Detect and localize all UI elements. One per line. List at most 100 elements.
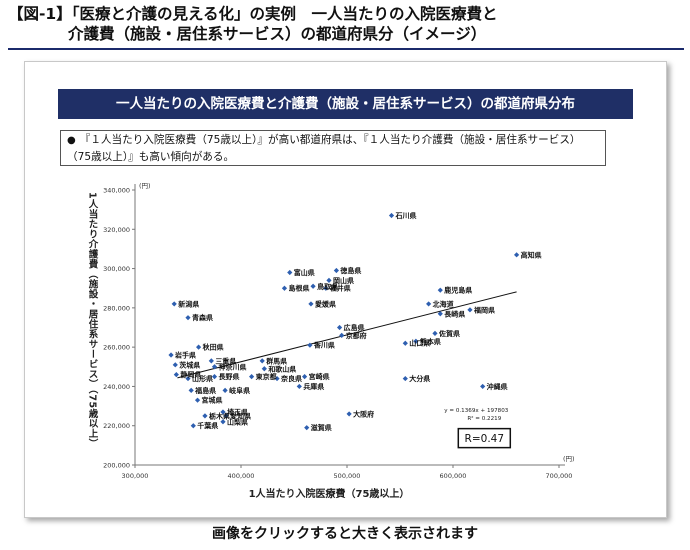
y-tick-label: 320,000: [103, 226, 130, 234]
data-point-label: 千葉県: [197, 421, 218, 430]
data-point: [168, 352, 174, 358]
data-point-label: 新潟県: [178, 299, 199, 308]
data-point: [480, 383, 486, 390]
data-point: [194, 397, 201, 403]
data-point: [261, 366, 267, 372]
data-point-label: 三重県: [215, 356, 236, 365]
data-point: [514, 252, 520, 258]
data-point-label: 栃木県: [209, 411, 230, 420]
data-point: [402, 375, 408, 382]
data-point-label: 兵庫県: [303, 382, 324, 391]
y-unit-label: (円): [139, 182, 151, 190]
data-point: [304, 425, 310, 431]
x-unit-label: (円): [563, 455, 575, 463]
data-point-label: 青森県: [192, 313, 213, 322]
data-point-label: 宮城県: [202, 396, 223, 405]
y-tick-label: 280,000: [103, 304, 130, 312]
x-tick-label: 700,000: [546, 472, 573, 480]
data-point: [310, 283, 316, 289]
data-point-label: 滋賀県: [311, 423, 332, 432]
data-point: [287, 269, 293, 276]
enlarge-caption[interactable]: 画像をクリックすると大きく表示されます: [212, 526, 478, 542]
data-point: [402, 340, 408, 346]
data-point: [437, 311, 443, 317]
data-point-label: 富山県: [294, 268, 315, 277]
data-point-label: 神奈川県: [219, 362, 247, 371]
data-point: [220, 419, 226, 425]
x-tick-label: 600,000: [440, 472, 467, 480]
data-point-label: 鳥取県: [317, 282, 338, 291]
data-point: [188, 387, 194, 393]
data-point-label: 福島県: [194, 386, 216, 395]
data-point: [172, 362, 178, 368]
data-point: [388, 212, 395, 219]
scatter-chart: 200,000 220,000 240,000 260,000 280,000 300,0…: [87, 182, 575, 500]
data-point-label: 香川県: [313, 341, 335, 350]
data-point: [249, 374, 255, 380]
data-point-label: 愛知県: [230, 411, 251, 420]
data-point-label: 静岡県: [180, 370, 201, 379]
data-point: [346, 411, 352, 417]
data-point: [208, 358, 214, 364]
data-point-label: 山口県: [409, 339, 430, 348]
data-point-label: 東京都: [256, 372, 277, 381]
data-point-label: 福井県: [329, 284, 351, 293]
data-point: [333, 267, 339, 274]
x-tick-label: 400,000: [228, 472, 255, 480]
data-point-label: 宮崎県: [309, 372, 330, 381]
x-axis-title: 1人当たり入院医療費（75歳以上）: [249, 487, 410, 500]
bullet-icon: ●: [67, 135, 76, 146]
data-point: [432, 330, 438, 336]
data-point-label: 石川県: [395, 211, 417, 220]
y-axis-title: 1人当たり介護費（施設・居住系サービス）（75歳以上）: [87, 192, 100, 449]
data-point: [185, 315, 191, 321]
data-point-label: 大阪府: [353, 409, 374, 418]
chart-slide-image[interactable]: 一人当たりの入院医療費と介護費（施設・居住系サービス）の都道府県分布 ● 『１人当…: [24, 61, 667, 518]
data-point-label: 大分県: [409, 374, 430, 383]
data-point-label: 佐賀県: [438, 329, 460, 338]
data-point: [220, 409, 226, 415]
data-point: [190, 423, 196, 429]
data-point: [426, 301, 432, 307]
data-point-label: 岐阜県: [229, 386, 250, 395]
data-point: [308, 301, 314, 307]
data-point: [336, 324, 343, 331]
y-tick-label: 240,000: [103, 383, 130, 391]
data-point-label: 埼玉県: [227, 407, 248, 416]
trend-line: [177, 291, 517, 379]
data-point: [281, 285, 288, 291]
data-point: [173, 372, 179, 378]
data-point: [307, 342, 313, 348]
header-line-2: 介護費（施設・居住系サービス）の都道府県分（イメージ）: [68, 25, 487, 43]
data-point: [467, 307, 473, 313]
data-point: [171, 301, 177, 307]
note-text: 『１人当たり入院医療費（75歳以上）』が高い都道府県は、『１人当たり介護費（施設…: [67, 134, 581, 163]
r-squared-label: R² = 0.2219: [467, 415, 501, 422]
data-point-label: 長野県: [219, 372, 240, 381]
data-point: [196, 344, 202, 350]
header-rule: [8, 48, 684, 50]
data-point-label: 岡山県: [333, 276, 354, 285]
data-point: [296, 383, 302, 390]
data-point-label: 長崎県: [444, 309, 465, 318]
header-line-1: 【図-1】「医療と介護の見える化」の実例 一人当たりの入院医療費と: [8, 5, 498, 23]
slide-note: ● 『１人当たり入院医療費（75歳以上）』が高い都道府県は、『１人当たり介護費（施…: [60, 130, 606, 166]
data-point-label: 岩手県: [174, 351, 196, 360]
data-point-label: 鹿児島県: [444, 286, 472, 295]
data-point: [413, 338, 419, 344]
data-point-label: 徳島県: [339, 266, 361, 275]
data-point-label: 奈良県: [280, 374, 302, 383]
data-point-label: 群馬県: [266, 356, 287, 365]
r-value-label: R=0.47: [465, 433, 504, 445]
data-point-label: 愛媛県: [315, 299, 336, 308]
data-point-label: 島根県: [288, 284, 309, 293]
data-point-label: 沖縄県: [487, 382, 508, 391]
data-point-label: 茨城県: [179, 360, 200, 369]
y-tick-label: 340,000: [103, 187, 130, 195]
regression-equation: y = 0.1369x + 197803: [444, 408, 508, 414]
data-point-label: 秋田県: [203, 343, 224, 352]
y-tick-label: 220,000: [103, 422, 130, 430]
data-point: [259, 358, 265, 364]
y-tick-label: 300,000: [103, 265, 130, 273]
y-tick-label: 260,000: [103, 344, 130, 352]
